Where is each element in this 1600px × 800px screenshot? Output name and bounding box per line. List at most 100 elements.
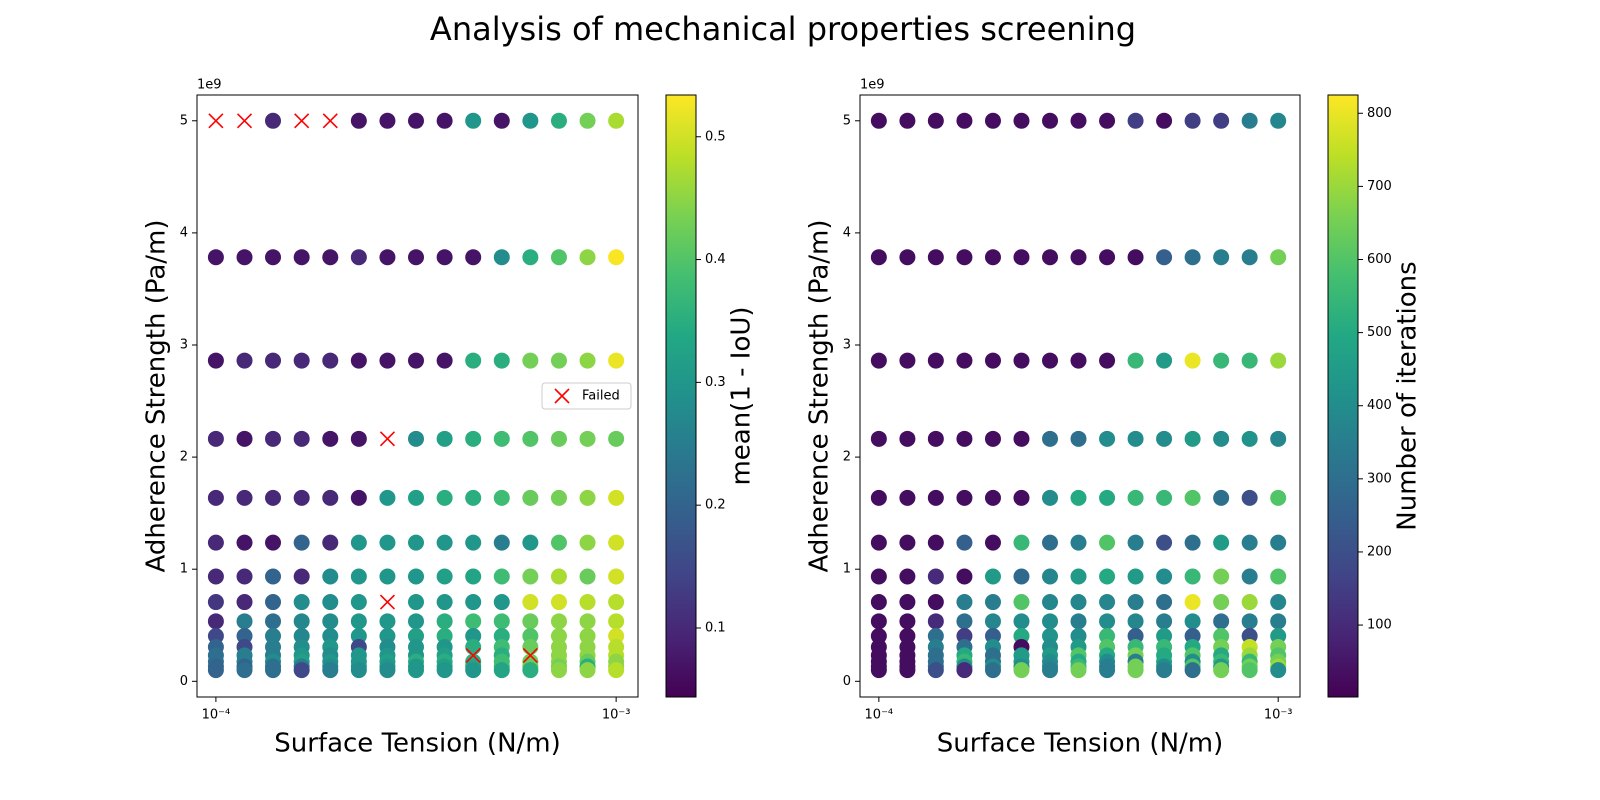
point: [293, 352, 310, 369]
point: [550, 594, 567, 611]
point: [408, 249, 425, 266]
point: [265, 662, 282, 679]
point: [1241, 112, 1258, 129]
point: [1270, 534, 1287, 551]
point: [207, 430, 224, 447]
point: [207, 594, 224, 611]
point: [265, 430, 282, 447]
point: [550, 534, 567, 551]
point: [493, 430, 510, 447]
point: [1127, 568, 1144, 585]
legend-marker: [554, 388, 570, 404]
point: [1270, 628, 1287, 645]
x-tick-label: 10⁻⁴: [202, 708, 231, 723]
point: [493, 249, 510, 266]
point: [984, 489, 1001, 506]
point: [1270, 613, 1287, 630]
point: [322, 628, 339, 645]
point: [1127, 489, 1144, 506]
point: [293, 628, 310, 645]
failed-marker: [465, 647, 481, 663]
point: [1156, 352, 1173, 369]
point: [927, 568, 944, 585]
point: [1270, 249, 1287, 266]
point: [265, 352, 282, 369]
point: [956, 594, 973, 611]
point: [1070, 534, 1087, 551]
point: [608, 628, 625, 645]
point: [1213, 112, 1230, 129]
point: [493, 534, 510, 551]
y-axis-label: Adherence Strength (Pa/m): [142, 219, 172, 572]
point: [1184, 489, 1201, 506]
point: [1156, 568, 1173, 585]
point: [522, 639, 539, 656]
point: [465, 613, 482, 630]
point: [870, 249, 887, 266]
point: [870, 489, 887, 506]
point: [956, 534, 973, 551]
point: [550, 613, 567, 630]
point: [293, 489, 310, 506]
point: [550, 568, 567, 585]
point: [522, 112, 539, 129]
point: [1042, 568, 1059, 585]
point: [1184, 249, 1201, 266]
point: [927, 112, 944, 129]
y-offset-label: 1e9: [860, 78, 885, 93]
point: [550, 628, 567, 645]
point: [379, 112, 396, 129]
point: [870, 430, 887, 447]
point: [1099, 594, 1116, 611]
legend-label: Failed: [582, 389, 620, 404]
point: [207, 249, 224, 266]
point: [579, 568, 596, 585]
point: [1213, 430, 1230, 447]
point: [579, 112, 596, 129]
point: [1213, 534, 1230, 551]
figure-title: Analysis of mechanical properties screen…: [430, 10, 1136, 48]
point: [1042, 430, 1059, 447]
colorbar-tick-label: 100: [1367, 618, 1392, 633]
point: [236, 430, 253, 447]
point: [1270, 568, 1287, 585]
point: [265, 112, 282, 129]
point: [408, 112, 425, 129]
point: [1213, 613, 1230, 630]
point: [608, 112, 625, 129]
point: [1013, 249, 1030, 266]
point: [956, 352, 973, 369]
point: [899, 249, 916, 266]
point: [899, 594, 916, 611]
y-tick-label: 4: [180, 225, 188, 240]
point: [1070, 628, 1087, 645]
point: [956, 568, 973, 585]
point: [579, 489, 596, 506]
point: [984, 534, 1001, 551]
point: [465, 489, 482, 506]
point: [322, 662, 339, 679]
point: [379, 534, 396, 551]
x-axis-label: Surface Tension (N/m): [937, 729, 1224, 759]
point: [379, 352, 396, 369]
point: [1127, 352, 1144, 369]
point: [436, 430, 453, 447]
point: [579, 628, 596, 645]
point: [1184, 352, 1201, 369]
point: [608, 594, 625, 611]
point: [236, 613, 253, 630]
point: [1184, 613, 1201, 630]
point: [1042, 662, 1059, 679]
point: [1013, 594, 1030, 611]
point: [1070, 489, 1087, 506]
point: [350, 613, 367, 630]
point: [1013, 112, 1030, 129]
point: [522, 489, 539, 506]
point: [984, 249, 1001, 266]
point: [1156, 594, 1173, 611]
point: [927, 628, 944, 645]
colorbar-label: Number of iterations: [1393, 261, 1423, 530]
point: [1156, 628, 1173, 645]
point: [984, 112, 1001, 129]
